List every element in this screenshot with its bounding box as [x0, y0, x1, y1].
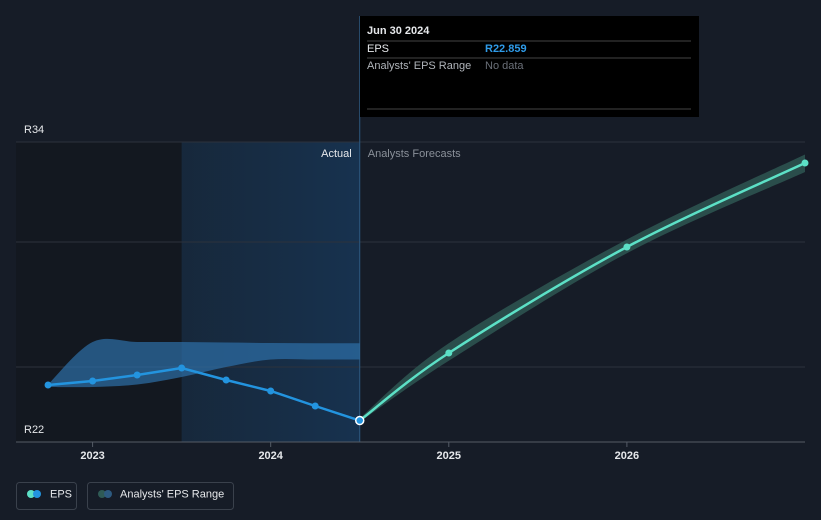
x-tick-label: 2023 — [80, 450, 104, 462]
legend-item[interactable] — [87, 482, 234, 510]
legend-icon — [33, 490, 41, 498]
legend: EPS Analysts' EPS Range — [16, 482, 234, 510]
plot-area: R22 R34 2023 2024 2025 2026 Actual Analysts For… — [16, 16, 809, 462]
highlight-region — [181, 142, 360, 442]
point — [801, 159, 809, 167]
y-tick-label: R34 — [24, 124, 44, 136]
range-band — [48, 338, 360, 388]
point — [89, 377, 97, 385]
tooltip-label: Analysts' EPS Range — [367, 60, 471, 72]
legend-label: Analysts' EPS Range — [120, 488, 224, 500]
point — [354, 415, 365, 426]
tooltip-box — [360, 16, 699, 117]
annotation: Actual — [321, 148, 352, 160]
y-tick-label: R22 — [24, 424, 44, 436]
legend-icon — [98, 490, 106, 498]
annotation: Analysts Forecasts — [368, 148, 461, 160]
legend-icon — [27, 490, 35, 498]
point — [222, 376, 230, 384]
tooltip-date: Jun 30 2024 — [367, 25, 430, 37]
x-tick-label: 2024 — [258, 450, 283, 462]
point — [133, 371, 141, 379]
tooltip-value: R22.859 — [485, 43, 527, 55]
forecast-line — [358, 161, 806, 422]
range-band — [359, 154, 805, 422]
point — [178, 364, 186, 372]
eps-line — [47, 366, 361, 422]
x-tick-label: 2026 — [615, 450, 639, 462]
point — [44, 381, 52, 389]
point — [311, 402, 319, 410]
legend-item[interactable] — [16, 482, 77, 510]
point — [267, 387, 275, 395]
point — [445, 349, 453, 357]
tooltip: Jun 30 2024 EPS R22.859 Analysts' EPS Ra… — [360, 16, 699, 117]
x-tick-label: 2025 — [437, 450, 461, 462]
legend-label: EPS — [50, 488, 72, 500]
legend-icon — [104, 490, 112, 498]
point — [623, 243, 631, 251]
tooltip-value: No data — [485, 60, 524, 72]
past-region — [16, 142, 182, 442]
tooltip-label: EPS — [367, 43, 389, 55]
